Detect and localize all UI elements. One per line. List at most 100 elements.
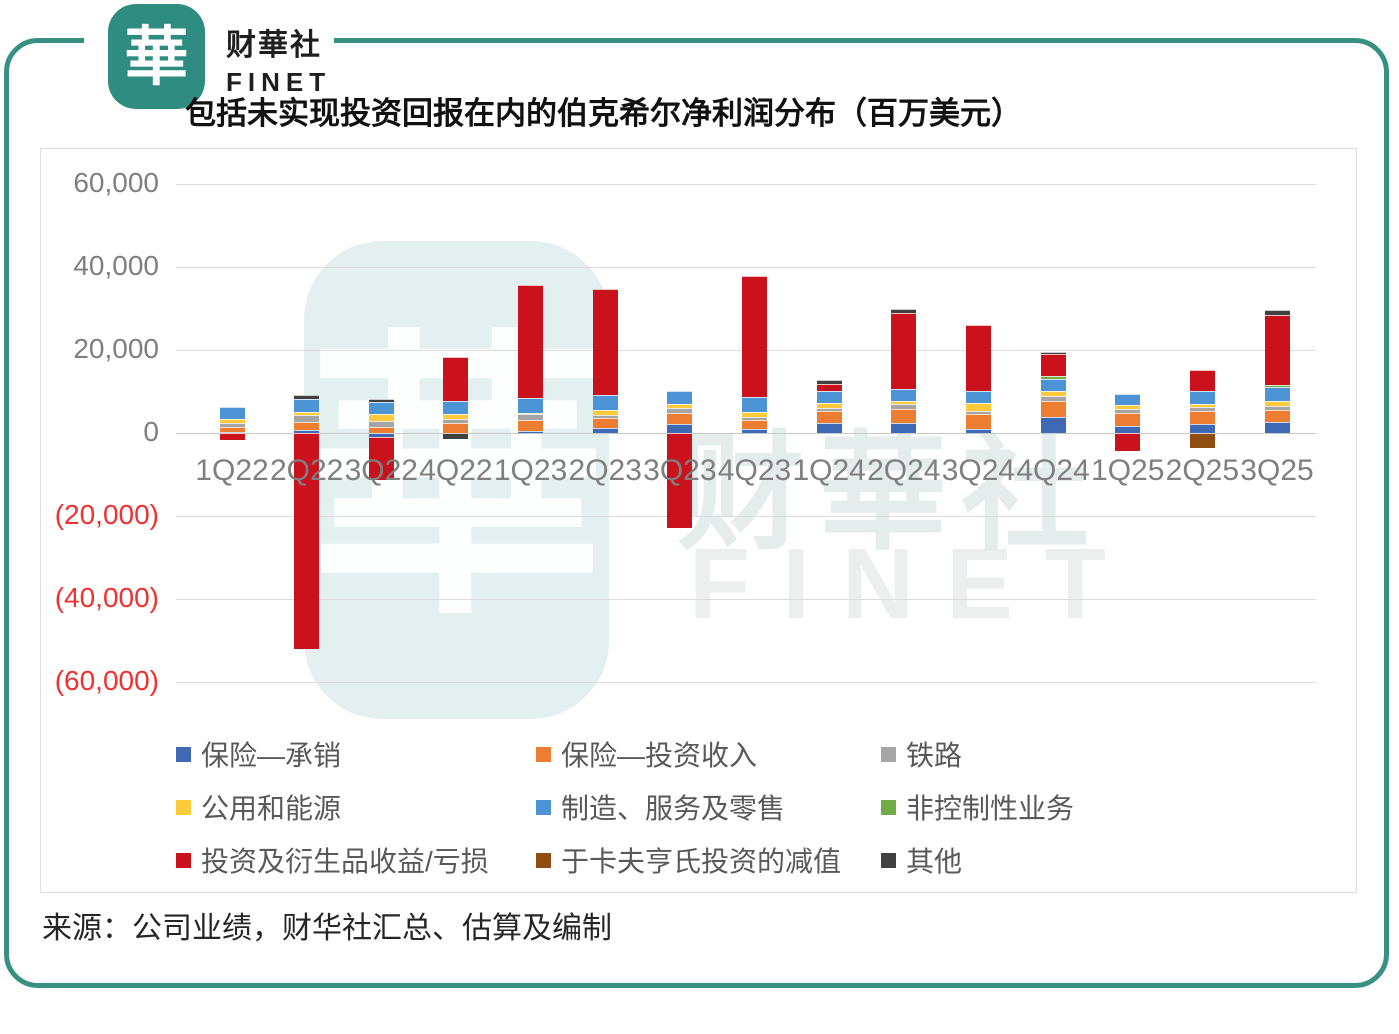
- bar-segment-4Q23: [742, 419, 767, 429]
- bar-segment-1Q22: [219, 427, 245, 433]
- bar-segment-3Q22: [368, 433, 394, 438]
- legend-label: 于卡夫亨氏投资的减值: [561, 846, 842, 877]
- bar-segment-1Q25: [1115, 413, 1141, 426]
- legend-swatch-icon: [176, 799, 191, 815]
- bar-segment-4Q23: [742, 397, 767, 412]
- legend-swatch-icon: [881, 852, 896, 868]
- bar-segment-2Q22: [294, 398, 320, 412]
- brand-name-cn: 财華社: [226, 29, 322, 62]
- gridline-40000: [176, 267, 1316, 268]
- bar-segment-3Q23: [667, 403, 693, 409]
- legend-item: 铁路: [881, 734, 962, 774]
- bar-segment-3Q24: [965, 390, 991, 403]
- bar-segment-4Q23: [742, 428, 767, 433]
- bar-segment-3Q25: [1264, 314, 1290, 386]
- y-axis-tick: 0: [143, 416, 159, 447]
- bar-segment-2Q24: [891, 388, 917, 401]
- bar-segment-1Q23: [518, 420, 544, 431]
- legend-item: 保险—投资收入: [536, 734, 757, 774]
- bar-segment-3Q25: [1264, 406, 1290, 410]
- legend-item: 非控制性业务: [881, 787, 1074, 827]
- bar-segment-3Q25: [1264, 401, 1290, 407]
- bar-segment-3Q24: [965, 428, 991, 433]
- x-axis-label-1Q24: 1Q24: [792, 454, 866, 487]
- bar-segment-4Q24: [1040, 351, 1066, 354]
- bar-segment-4Q24: [1040, 400, 1066, 417]
- x-axis-label-4Q24: 4Q24: [1016, 454, 1090, 487]
- bar-segment-2Q22: [294, 422, 320, 431]
- bar-segment-1Q24: [816, 408, 842, 411]
- y-axis-tick: (40,000): [54, 582, 159, 613]
- bar-segment-2Q22: [294, 433, 320, 649]
- bar-segment-4Q22: [443, 357, 469, 402]
- y-axis-tick: (60,000): [54, 665, 159, 696]
- bar-segment-4Q24: [1040, 396, 1066, 401]
- bar-segment-3Q23: [667, 408, 693, 413]
- bar-segment-2Q23: [592, 395, 618, 411]
- bar-segment-1Q24: [816, 384, 842, 392]
- bar-segment-1Q22: [219, 423, 245, 428]
- watermark-text-cn: 财華社: [677, 422, 1104, 565]
- brand-name-en: FINET: [226, 67, 332, 97]
- finet-logo-glyph: 華: [124, 20, 189, 93]
- legend-swatch-icon: [536, 852, 551, 868]
- bar-segment-4Q24: [1040, 378, 1066, 391]
- bar-segment-1Q22: [219, 433, 245, 440]
- x-axis-label-3Q22: 3Q22: [344, 454, 418, 487]
- x-axis-label-3Q23: 3Q23: [643, 454, 717, 487]
- bar-segment-1Q24: [816, 403, 842, 409]
- x-axis-label-2Q23: 2Q23: [568, 454, 642, 487]
- bar-segment-3Q24: [965, 402, 991, 411]
- bar-segment-1Q23: [518, 412, 544, 415]
- y-axis-tick: 40,000: [73, 250, 159, 281]
- gridline-60000: [176, 184, 1316, 185]
- gridline--60000: [176, 682, 1316, 683]
- bar-segment-3Q25: [1264, 422, 1290, 433]
- bar-segment-2Q23: [592, 428, 618, 433]
- bar-segment-1Q25: [1115, 405, 1141, 410]
- bar-segment-2Q25: [1189, 423, 1215, 433]
- bar-segment-3Q22: [368, 437, 394, 481]
- watermark-text-en: FINET: [689, 528, 1138, 640]
- legend-swatch-icon: [881, 746, 896, 762]
- brand-names: 财華社 FINET: [226, 20, 331, 98]
- x-axis-label-4Q22: 4Q22: [419, 454, 493, 487]
- bar-segment-1Q22: [219, 418, 245, 424]
- legend-label: 公用和能源: [201, 793, 342, 824]
- bar-segment-3Q22: [368, 420, 394, 428]
- bar-segment-4Q23: [742, 411, 767, 417]
- bar-segment-4Q24: [1040, 390, 1066, 397]
- x-axis-label-1Q22: 1Q22: [195, 454, 269, 487]
- legend-label: 制造、服务及零售: [561, 793, 786, 824]
- legend-item: 投资及衍生品收益/亏损: [176, 840, 489, 880]
- gridline--20000: [176, 516, 1316, 517]
- page-frame-border: [4, 38, 1389, 988]
- x-axis-label-2Q25: 2Q25: [1165, 454, 1240, 487]
- bar-segment-3Q22: [368, 414, 394, 421]
- bar-segment-1Q24: [816, 391, 842, 404]
- bar-segment-1Q24: [816, 422, 842, 433]
- bar-segment-2Q24: [891, 408, 917, 424]
- bar-segment-3Q25: [1264, 310, 1290, 315]
- bar-segment-1Q24: [816, 380, 842, 385]
- x-axis-label-4Q23: 4Q23: [717, 454, 792, 487]
- bar-segment-1Q25: [1115, 433, 1141, 451]
- legend-label: 保险—投资收入: [561, 740, 758, 771]
- x-axis-label-1Q25: 1Q25: [1091, 454, 1165, 487]
- x-axis-label-3Q24: 3Q24: [941, 454, 1016, 487]
- source-note: 来源：公司业绩，财华社汇总、估算及编制: [42, 912, 612, 945]
- bar-segment-1Q23: [518, 414, 544, 421]
- bar-segment-2Q22: [294, 394, 320, 399]
- bar-segment-2Q24: [891, 403, 917, 409]
- y-axis-tick: 20,000: [73, 333, 159, 364]
- bar-segment-4Q22: [443, 423, 469, 433]
- bar-segment-4Q23: [742, 276, 767, 398]
- bar-segment-4Q22: [443, 433, 469, 439]
- bar-segment-3Q24: [965, 324, 991, 391]
- legend-item: 制造、服务及零售: [536, 787, 785, 827]
- legend-swatch-icon: [881, 799, 896, 815]
- bar-segment-2Q23: [592, 418, 618, 428]
- bar-segment-2Q24: [891, 313, 917, 389]
- legend-swatch-icon: [176, 852, 191, 868]
- legend-label: 保险—承销: [201, 740, 342, 771]
